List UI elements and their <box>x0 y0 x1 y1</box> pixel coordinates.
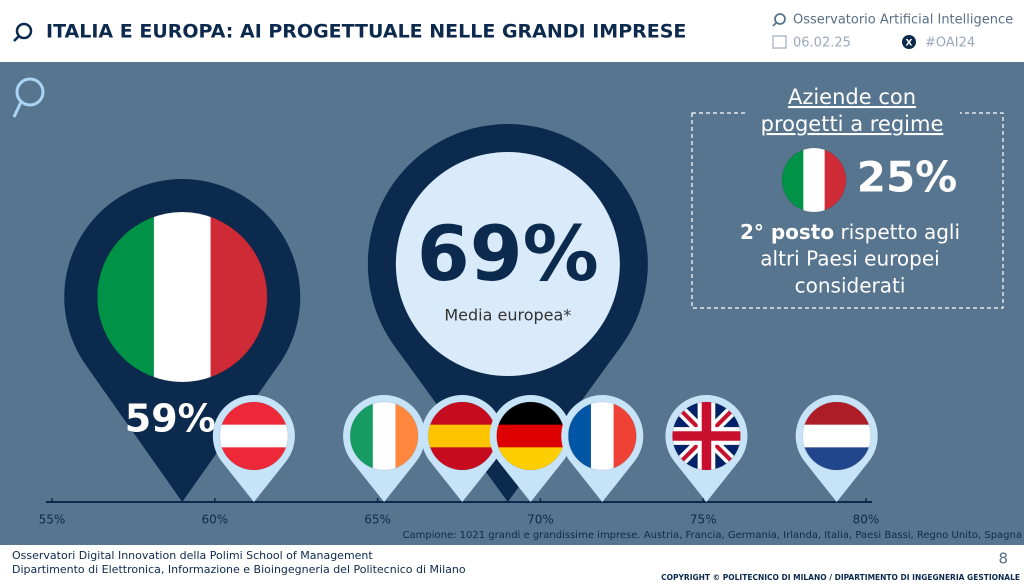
flag-stripe <box>802 402 871 426</box>
country-pin <box>795 394 878 502</box>
flag-stripe <box>395 402 419 470</box>
x-tick-label: 55% <box>39 513 66 527</box>
flag <box>672 402 741 470</box>
x-tick-label: 60% <box>201 513 228 527</box>
flag <box>219 402 288 470</box>
highlight-pin: 59% <box>64 179 301 502</box>
box-flag <box>781 147 847 213</box>
box-title: Aziende con <box>788 85 916 109</box>
pin-value-label: 69% <box>417 209 599 298</box>
flag-stripe <box>428 402 497 426</box>
flag-stripe <box>219 402 288 426</box>
flag-cross <box>672 402 741 470</box>
chart-note: Campione: 1021 grandi e grandissime impr… <box>403 530 1022 541</box>
flag-outline <box>219 401 289 471</box>
country-pin <box>665 394 748 502</box>
flag-stripe <box>803 148 826 212</box>
flag-outline <box>567 401 637 471</box>
x-tick-label: 75% <box>690 513 717 527</box>
flag-stripe <box>219 424 288 448</box>
box-text-line: altri Paesi europei <box>760 247 939 271</box>
pin-value-label: 59% <box>125 397 216 441</box>
flag <box>496 402 565 470</box>
box-text: 2° posto rispetto agli <box>740 220 960 244</box>
flag-stripe <box>590 402 615 470</box>
flag-stripe <box>350 402 374 470</box>
flag-outline <box>802 401 872 471</box>
x-icon <box>902 35 916 49</box>
pin-inner <box>395 152 620 376</box>
header-icon <box>13 22 33 42</box>
x-tick-label: 70% <box>527 513 554 527</box>
flag-stripe <box>153 212 212 382</box>
x-tick-label: 65% <box>364 513 391 527</box>
flag-stripe <box>496 424 565 448</box>
flag-stripe <box>496 402 565 426</box>
footer-line: Osservatori Digital Innovation della Pol… <box>12 549 373 562</box>
flag-stripe <box>219 447 288 470</box>
flag <box>428 402 497 470</box>
magnifier-icon <box>12 77 45 118</box>
box-text-line: considerati <box>795 274 906 298</box>
flag <box>802 402 871 470</box>
flag-outline <box>349 401 419 471</box>
box-title: progetti a regime <box>761 112 944 136</box>
pin-caption: Media europea* <box>444 306 571 325</box>
page-number: 8 <box>998 550 1008 568</box>
country-pin <box>212 395 295 502</box>
flag-stripe <box>568 402 592 470</box>
x-icon-glyph: X <box>906 39 913 49</box>
box-title-bg <box>745 100 960 130</box>
copyright: COPYRIGHT © POLITECNICO DI MILANO / DIPA… <box>661 573 1020 582</box>
flag <box>782 148 846 212</box>
flag-stripe <box>372 402 396 470</box>
flag-outline <box>781 147 847 213</box>
flag <box>350 402 419 470</box>
org-name: Osservatorio Artificial Intelligence <box>793 13 1013 28</box>
date: 06.02.25 <box>793 36 851 51</box>
slide-title: ITALIA E EUROPA: AI PROGETTUALE NELLE GR… <box>46 21 686 43</box>
calendar-icon <box>772 35 787 49</box>
flag-stripe <box>428 447 497 470</box>
flag-stripe <box>428 424 497 448</box>
country-pin <box>489 395 572 502</box>
flag-stripe <box>802 424 871 448</box>
hashtag: #OAI24 <box>925 36 975 51</box>
pin-chart: 55% 60% 65% 70% 75% 80% 59% 69% Media europea* <box>39 124 880 527</box>
flag-outline <box>671 401 741 471</box>
flag-stripe <box>824 148 846 212</box>
country-pin <box>421 395 504 502</box>
flag-stripe <box>496 447 565 470</box>
flag <box>568 402 637 470</box>
org-icon <box>772 13 786 27</box>
box-value: 25% <box>857 153 958 202</box>
flag <box>97 212 268 382</box>
x-tick-label: 80% <box>853 513 880 527</box>
country-pin <box>343 395 426 502</box>
flag-stripe <box>782 148 804 212</box>
flag-stripe <box>613 402 637 470</box>
box-text-line: rispetto agli <box>840 220 960 244</box>
country-pin <box>561 395 644 502</box>
highlight-pin: 69% Media europea* <box>367 124 648 503</box>
flag-outline <box>96 211 268 383</box>
flag-stripe <box>802 447 871 470</box>
footer-line: Dipartimento di Elettronica, Informazion… <box>12 563 466 576</box>
box-rank: 2° posto <box>740 220 834 244</box>
